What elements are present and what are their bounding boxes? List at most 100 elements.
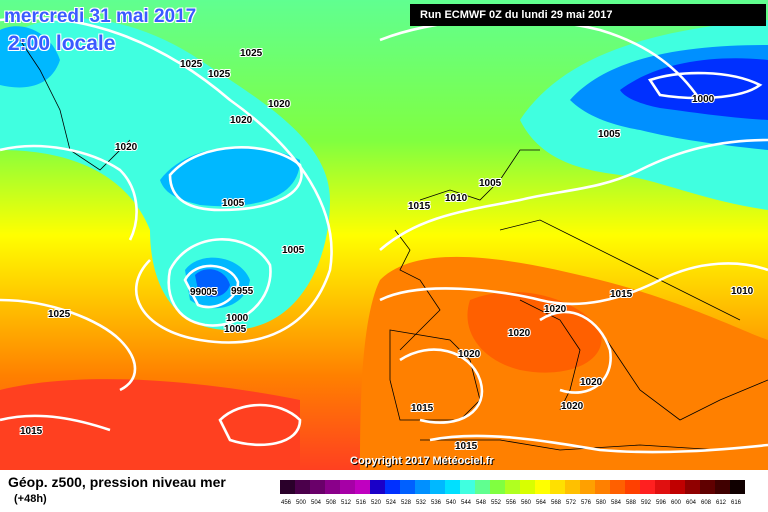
isobar-label: 1020 [268, 99, 291, 110]
scale-swatch [625, 480, 640, 494]
scale-tick-label: 568 [551, 500, 562, 506]
low-core-north [160, 146, 300, 207]
isobar-label: 1005 [224, 324, 247, 335]
scale-tick-label: 604 [686, 500, 697, 506]
scale-swatch [310, 480, 325, 494]
isobar-label: 1015 [20, 426, 43, 437]
scale-tick-label: 592 [641, 500, 652, 506]
scale-tick-label: 540 [446, 500, 457, 506]
copyright-notice: Copyright 2017 Météociel.fr [350, 455, 494, 467]
coastlines [19, 39, 768, 451]
scale-swatch [730, 480, 745, 494]
scale-tick-label: 504 [311, 500, 322, 506]
scale-swatch [565, 480, 580, 494]
scale-swatch [445, 480, 460, 494]
scale-tick-label: 608 [701, 500, 712, 506]
isobar-label: 1025 [180, 59, 203, 70]
scale-tick-label: 556 [506, 500, 517, 506]
scale-swatch [325, 480, 340, 494]
isobar-label: 1020 [561, 401, 584, 412]
scale-tick-label: 612 [716, 500, 727, 506]
isobar-label: 1015 [455, 441, 478, 452]
isobar-label: 1020 [115, 142, 138, 153]
forecast-date: mercredi 31 mai 2017 [4, 6, 197, 27]
scale-swatch [715, 480, 730, 494]
legend-title: Géop. z500, pression niveau mer [8, 474, 226, 490]
isobar-label: 1010 [445, 193, 468, 204]
scale-tick-label: 584 [611, 500, 622, 506]
isobar-label: 1000 [226, 313, 249, 324]
scale-tick-label: 560 [521, 500, 532, 506]
cold-center-ne [620, 58, 768, 120]
isobar-label: 1015 [610, 289, 633, 300]
scale-swatch [655, 480, 670, 494]
isobar-label: 1020 [544, 304, 567, 315]
isobar-label: 1005 [598, 129, 621, 140]
isobar-label: 1020 [580, 377, 603, 388]
scale-swatch [610, 480, 625, 494]
scale-tick-label: 508 [326, 500, 337, 506]
scale-swatch [340, 480, 355, 494]
isobar-label: 1005 [282, 245, 305, 256]
scale-tick-label: 596 [656, 500, 667, 506]
scale-swatch [520, 480, 535, 494]
scale-tick-label: 564 [536, 500, 547, 506]
scale-tick-label: 516 [356, 500, 367, 506]
scale-tick-label: 500 [296, 500, 307, 506]
scale-swatch [385, 480, 400, 494]
scale-swatch [415, 480, 430, 494]
geopotential-map: 1025 1025 1025 1020 1020 1020 1005 1005 1005 1005… [0, 0, 768, 470]
isobar-label: 1025 [240, 48, 263, 59]
scale-tick-label: 572 [566, 500, 577, 506]
scale-tick-label: 616 [731, 500, 742, 506]
scale-swatch [595, 480, 610, 494]
color-scale: 456 500 504 508 512 516 520 524 528 532 536 540 544 5… [280, 480, 745, 506]
scale-swatch [295, 480, 310, 494]
scale-swatch [370, 480, 385, 494]
scale-tick-label: 456 [281, 500, 292, 506]
isobar-label: 1000 [692, 94, 715, 105]
scale-swatch [685, 480, 700, 494]
scale-swatch [700, 480, 715, 494]
isobar-label: 1020 [508, 328, 531, 339]
isobar-label: 1020 [230, 115, 253, 126]
scale-swatch [460, 480, 475, 494]
scale-swatch [475, 480, 490, 494]
low-center [195, 269, 230, 297]
scale-tick-label: 536 [431, 500, 442, 506]
isobar-label: 1005 [479, 178, 502, 189]
scale-tick-label: 552 [491, 500, 502, 506]
scale-tick-label: 576 [581, 500, 592, 506]
scale-tick-label: 532 [416, 500, 427, 506]
scale-tick-label: 524 [386, 500, 397, 506]
scale-swatch [505, 480, 520, 494]
isobar-label: 1020 [458, 349, 481, 360]
isobar-label: 990 [190, 287, 207, 298]
scale-swatch [640, 480, 655, 494]
scale-tick-label: 528 [401, 500, 412, 506]
scale-swatch [535, 480, 550, 494]
scale-swatch [280, 480, 295, 494]
isobar-label: 1025 [208, 69, 231, 80]
scale-tick-label: 580 [596, 500, 607, 506]
scale-tick-label: 520 [371, 500, 382, 506]
scale-tick-label: 512 [341, 500, 352, 506]
isobar-labels: 1025 1025 1025 1020 1020 1020 1005 1005 1005 1005… [19, 47, 755, 453]
isobar-lines [0, 16, 768, 454]
isobar-label: 1015 [411, 403, 434, 414]
legend-subtitle: (+48h) [14, 493, 47, 505]
forecast-local-time: 2:00 locale [8, 32, 116, 55]
isobar-label: 995 [231, 286, 248, 297]
scale-tick-label: 548 [476, 500, 487, 506]
scale-swatch [670, 480, 685, 494]
isobar-label: 1025 [48, 309, 71, 320]
warm-south-west [0, 379, 300, 470]
model-run-banner: Run ECMWF 0Z du lundi 29 mai 2017 [410, 4, 766, 26]
scale-swatch [580, 480, 595, 494]
isobar-label: 1015 [408, 201, 431, 212]
isobar-label: 1010 [731, 286, 754, 297]
scale-swatch [400, 480, 415, 494]
scale-tick-label: 588 [626, 500, 637, 506]
scale-tick-label: 544 [461, 500, 472, 506]
